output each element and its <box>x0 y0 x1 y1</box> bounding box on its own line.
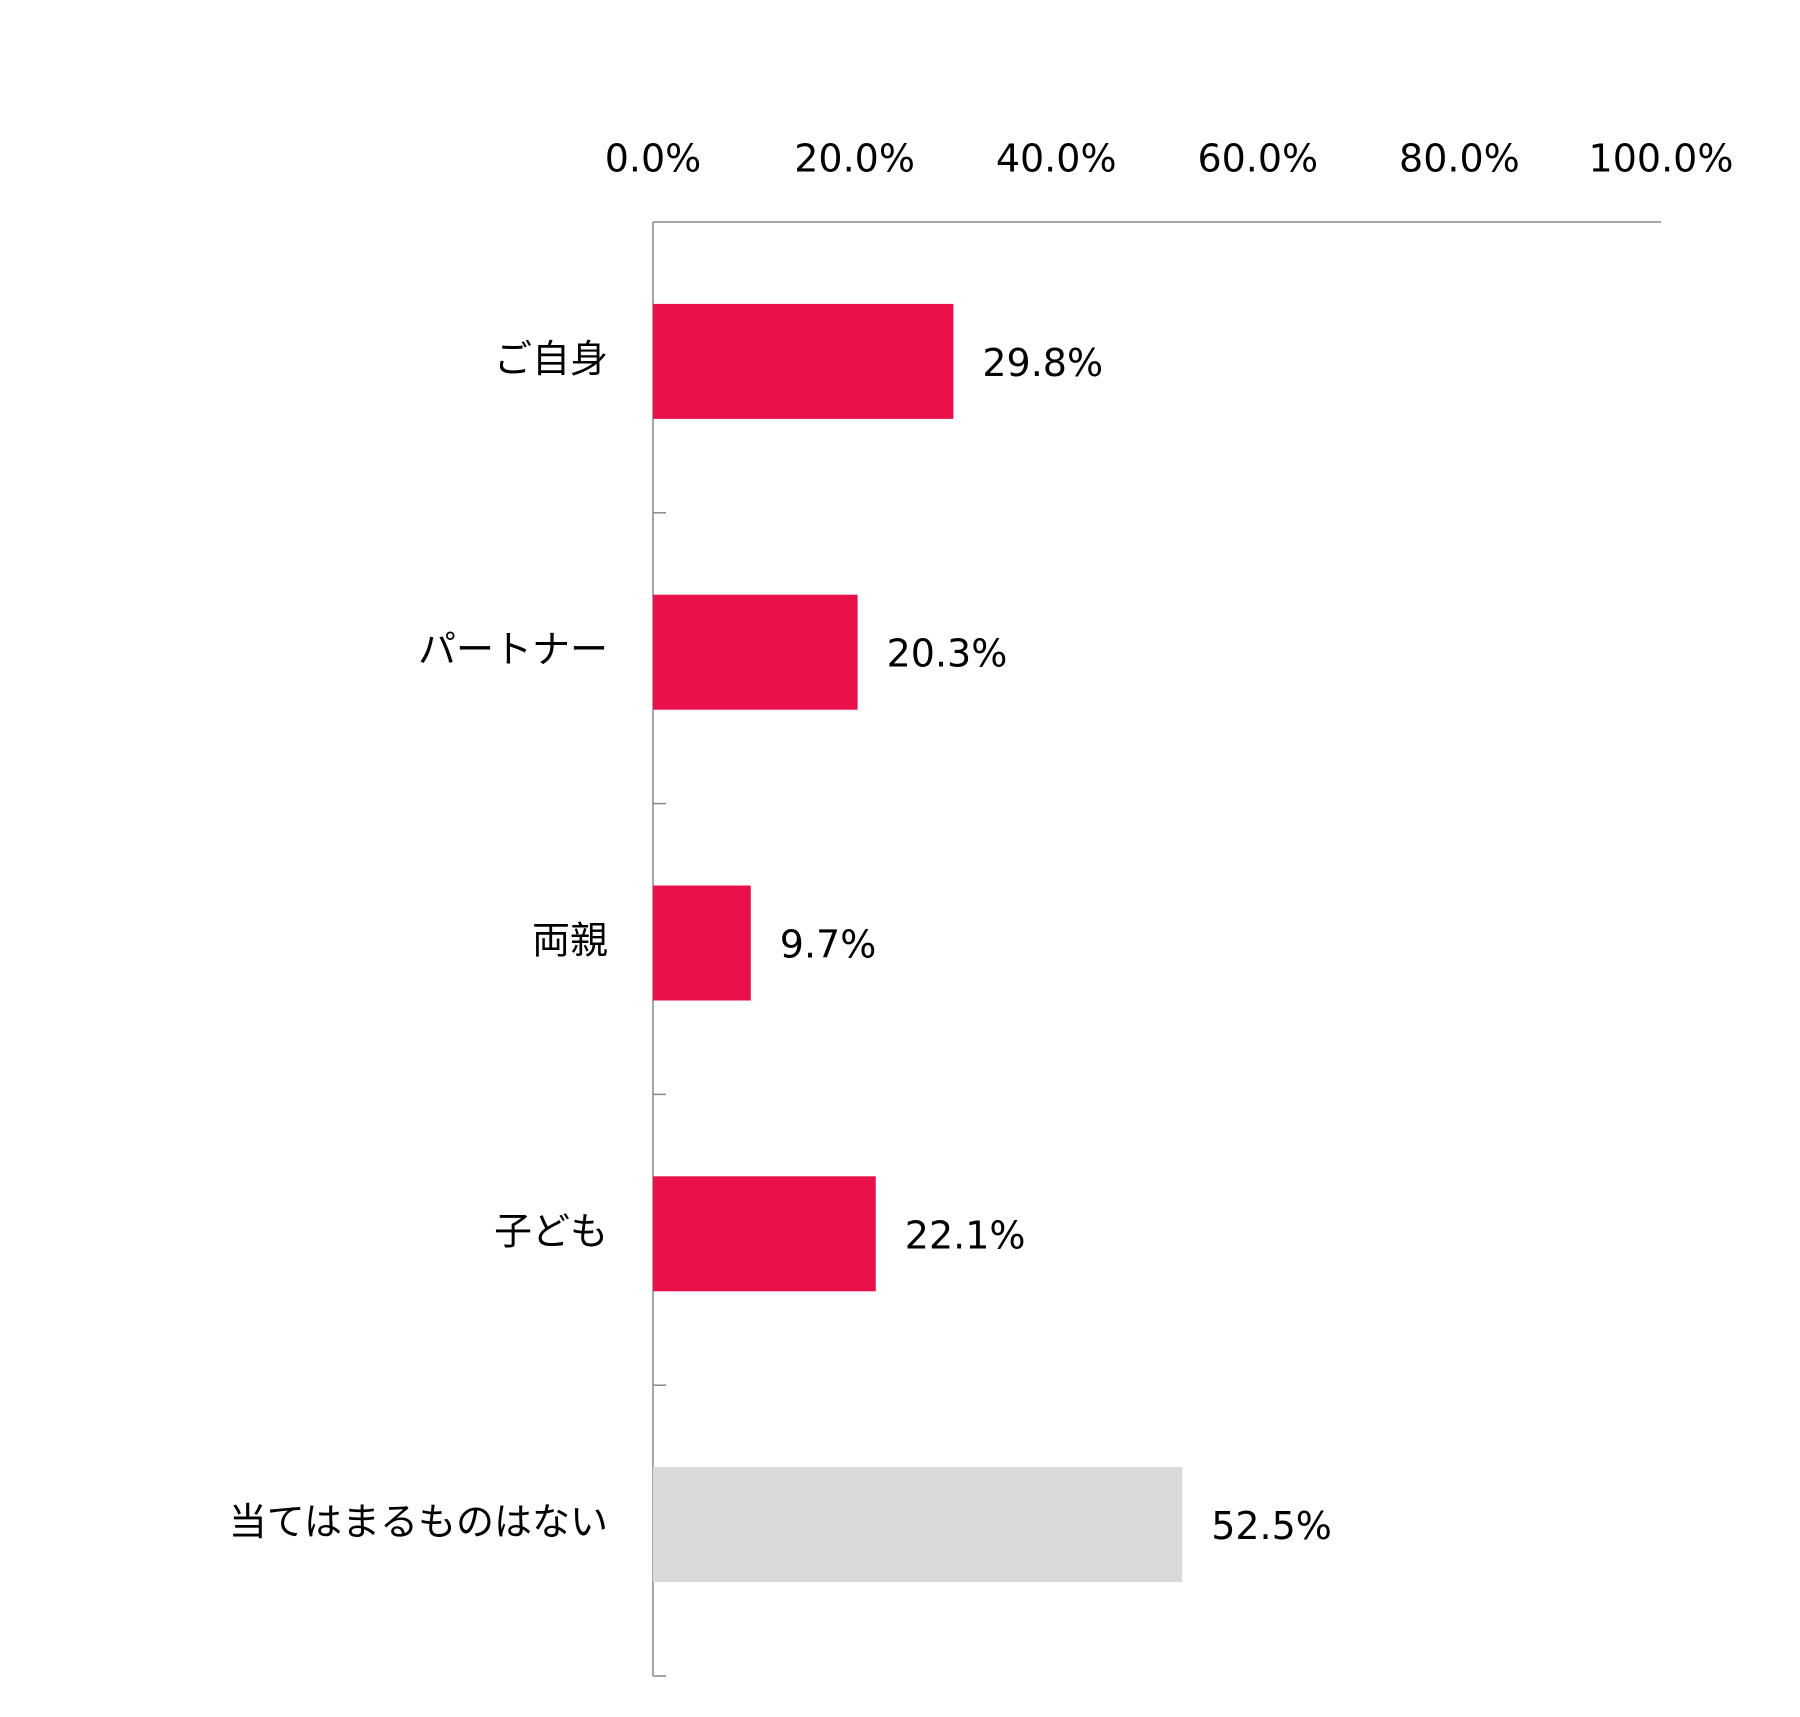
x-tick-label: 40.0% <box>996 137 1117 181</box>
bar <box>653 885 751 1001</box>
y-tick-label: パートナー <box>418 628 608 672</box>
x-tick-label: 80.0% <box>1399 137 1520 181</box>
x-tick-label: 100.0% <box>1589 137 1734 181</box>
x-tick-label: 20.0% <box>794 137 915 181</box>
value-label: 52.5% <box>1211 1504 1332 1548</box>
y-tick-label: ご自身 <box>494 337 608 381</box>
bar <box>653 1176 876 1292</box>
bar <box>653 594 858 710</box>
value-label: 22.1% <box>905 1213 1026 1257</box>
y-tick-label: 子ども <box>494 1209 608 1253</box>
value-label: 9.7% <box>780 923 877 967</box>
value-label: 29.8% <box>982 341 1103 385</box>
bar <box>653 303 954 419</box>
value-label: 20.3% <box>887 632 1008 676</box>
y-tick-label: 両親 <box>532 919 608 963</box>
bar <box>653 1467 1183 1583</box>
x-tick-label: 0.0% <box>605 137 702 181</box>
y-tick-label: 当てはまるものはない <box>229 1500 608 1544</box>
x-tick-label: 60.0% <box>1197 137 1318 181</box>
